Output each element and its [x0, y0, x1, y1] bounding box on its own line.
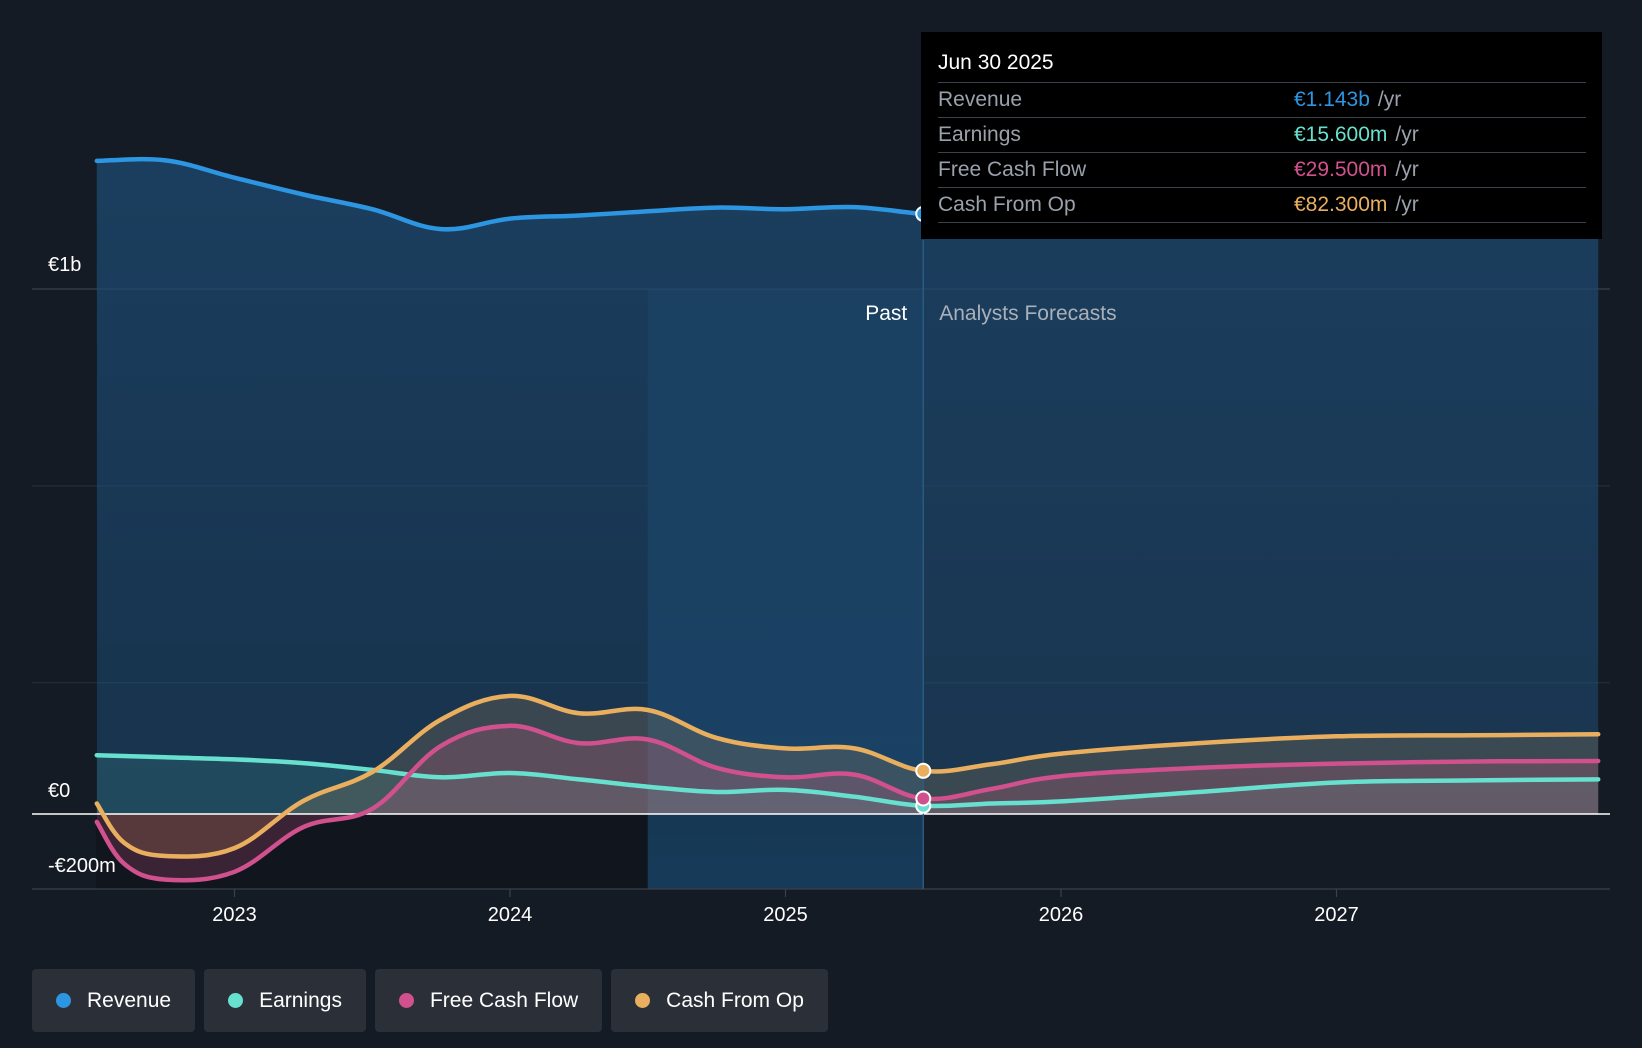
- series-areas: [96, 159, 1599, 881]
- tooltip-metric-value: €82.300m: [1294, 193, 1388, 216]
- earnings-line: [94, 752, 1601, 809]
- x-tick-label: 2024: [488, 904, 533, 926]
- legend-item-earnings[interactable]: Earnings: [204, 969, 366, 1032]
- x-tick-label: 2025: [763, 904, 808, 926]
- y-axis-labels: €1b €0 -€200m: [48, 254, 116, 877]
- tooltip-metric-unit: /yr: [1395, 158, 1419, 181]
- tooltip-metric-name: Free Cash Flow: [938, 158, 1087, 181]
- y-tick-label: €0: [48, 780, 70, 802]
- forecast-label: Analysts Forecasts: [939, 302, 1116, 325]
- legend-label: Revenue: [87, 988, 172, 1012]
- x-axis-labels: 2023 2024 2025 2026 2027: [212, 889, 1359, 926]
- legend-item-cash-from-op[interactable]: Cash From Op: [611, 969, 828, 1032]
- tooltip-row: Cash From Op €82.300m/yr: [938, 188, 1586, 223]
- tooltip-metric-name: Cash From Op: [938, 193, 1076, 216]
- tooltip-metric-value: €29.500m: [1294, 158, 1388, 181]
- earnings-area: [96, 755, 1599, 814]
- chart-legend: Revenue Earnings Free Cash Flow Cash From O…: [32, 969, 828, 1032]
- legend-item-revenue[interactable]: Revenue: [32, 969, 196, 1032]
- cash-from-op-line: [94, 693, 1601, 859]
- cash-from-op-area: [96, 695, 1599, 857]
- tooltip-metric-unit: /yr: [1395, 193, 1419, 216]
- tooltip-metric-value: €15.600m: [1294, 123, 1388, 146]
- revenue-area: [96, 159, 1599, 814]
- x-tick-label: 2026: [1039, 904, 1084, 926]
- y-tick-label: -€200m: [48, 855, 116, 877]
- legend-label: Free Cash Flow: [429, 988, 579, 1012]
- legend-label: Cash From Op: [666, 988, 804, 1012]
- tooltip-panel: Jun 30 2025 Revenue €1.143b/yr Earnings €15…: [921, 32, 1602, 239]
- x-tick-label: 2027: [1314, 904, 1359, 926]
- y-tick-label: €1b: [48, 254, 81, 276]
- legend-dot-icon: [228, 993, 244, 1008]
- tooltip-metric-name: Revenue: [938, 88, 1023, 111]
- legend-item-free-cash-flow[interactable]: Free Cash Flow: [374, 969, 603, 1032]
- tooltip-metric-unit: /yr: [1377, 88, 1402, 111]
- tooltip-metric-unit: /yr: [1395, 123, 1419, 146]
- legend-dot-icon: [398, 993, 414, 1008]
- tooltip-row: Free Cash Flow €29.500m/yr: [938, 153, 1586, 188]
- tooltip-metric-name: Earnings: [938, 123, 1021, 146]
- tooltip-rows: Revenue €1.143b/yr Earnings €15.600m/yr Free…: [938, 83, 1586, 223]
- tooltip-row: Revenue €1.143b/yr: [938, 83, 1586, 118]
- free-cash-flow-area: [96, 725, 1599, 881]
- tooltip-date: Jun 30 2025: [938, 46, 1586, 83]
- x-tick-label: 2023: [212, 904, 257, 926]
- legend-dot-icon: [56, 993, 71, 1008]
- legend-label: Earnings: [259, 988, 342, 1012]
- past-label: Past: [865, 302, 907, 325]
- tooltip-row: Earnings €15.600m/yr: [938, 118, 1586, 153]
- free-cash-flow-line: [94, 723, 1601, 883]
- cash-from-op-marker: [915, 762, 932, 779]
- free-cash-flow-marker: [915, 790, 932, 807]
- legend-dot-icon: [635, 993, 651, 1008]
- tooltip-metric-value: €1.143b: [1294, 88, 1370, 111]
